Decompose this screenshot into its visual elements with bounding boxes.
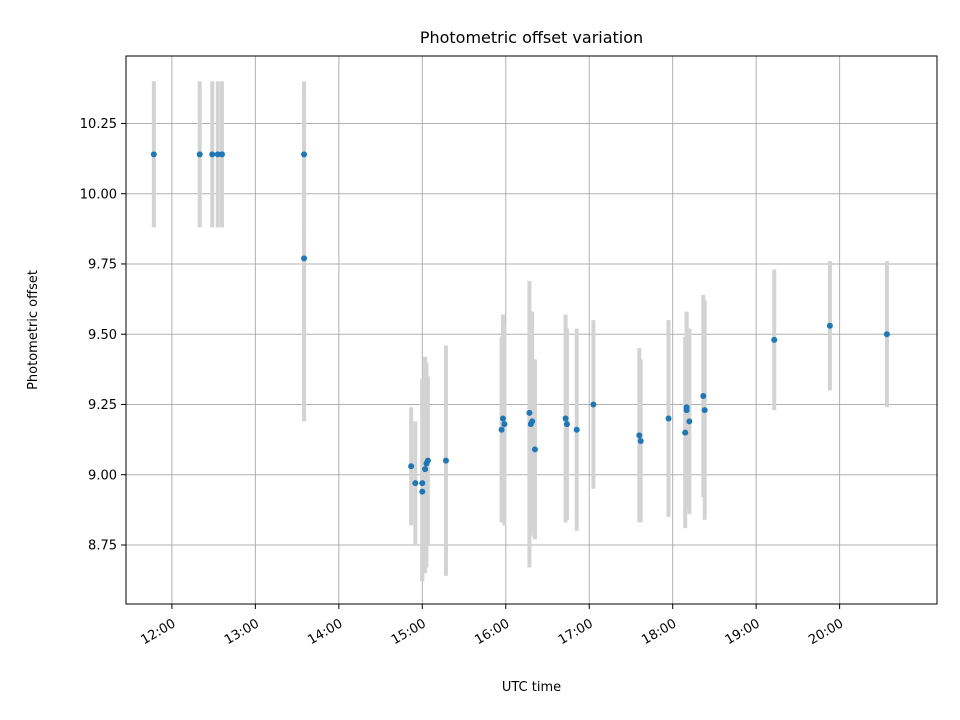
data-point [419,488,426,495]
data-point [563,421,570,428]
data-point [636,432,643,439]
y-axis-ticks: 8.75 9.00 9.25 9.50 9.75 10.00 10.25 [80,117,126,554]
data-point [442,457,449,464]
chart-title: Photometric offset variation [420,28,643,47]
data-point [150,151,157,158]
data-point [412,480,419,487]
data-point [209,151,216,158]
data-point [218,151,225,158]
data-point [686,418,693,425]
y-tick-label: 9.75 [88,258,117,273]
data-point [499,415,506,422]
data-point [883,331,890,338]
data-point [771,336,778,343]
data-point [590,401,597,408]
y-axis-label: Photometric offset [26,270,41,390]
data-point [422,466,429,473]
y-tick-label: 8.75 [88,539,117,554]
y-tick-label: 9.00 [88,468,117,483]
y-tick-label: 10.00 [80,187,117,202]
data-point [424,457,431,464]
data-point [301,255,308,262]
data-point [682,429,689,436]
data-point [419,480,426,487]
data-point [408,463,415,470]
data-point [701,407,708,414]
y-tick-label: 10.25 [80,117,117,132]
data-point [826,322,833,329]
plot-frame [125,55,938,605]
data-point [214,151,221,158]
data-point [562,415,569,422]
data-point [665,415,672,422]
y-tick-label: 9.25 [88,398,117,413]
data-point [637,438,644,445]
data-point [196,151,203,158]
y-tick-label: 9.50 [88,328,117,343]
data-points [150,151,890,495]
x-axis-label: UTC time [502,680,561,695]
data-point [301,151,308,158]
data-point [700,393,707,400]
data-point [529,418,536,425]
data-point [526,409,533,416]
data-point [501,421,508,428]
data-point [531,446,538,453]
data-point [573,426,580,433]
data-point [498,426,505,433]
data-point [683,404,690,411]
